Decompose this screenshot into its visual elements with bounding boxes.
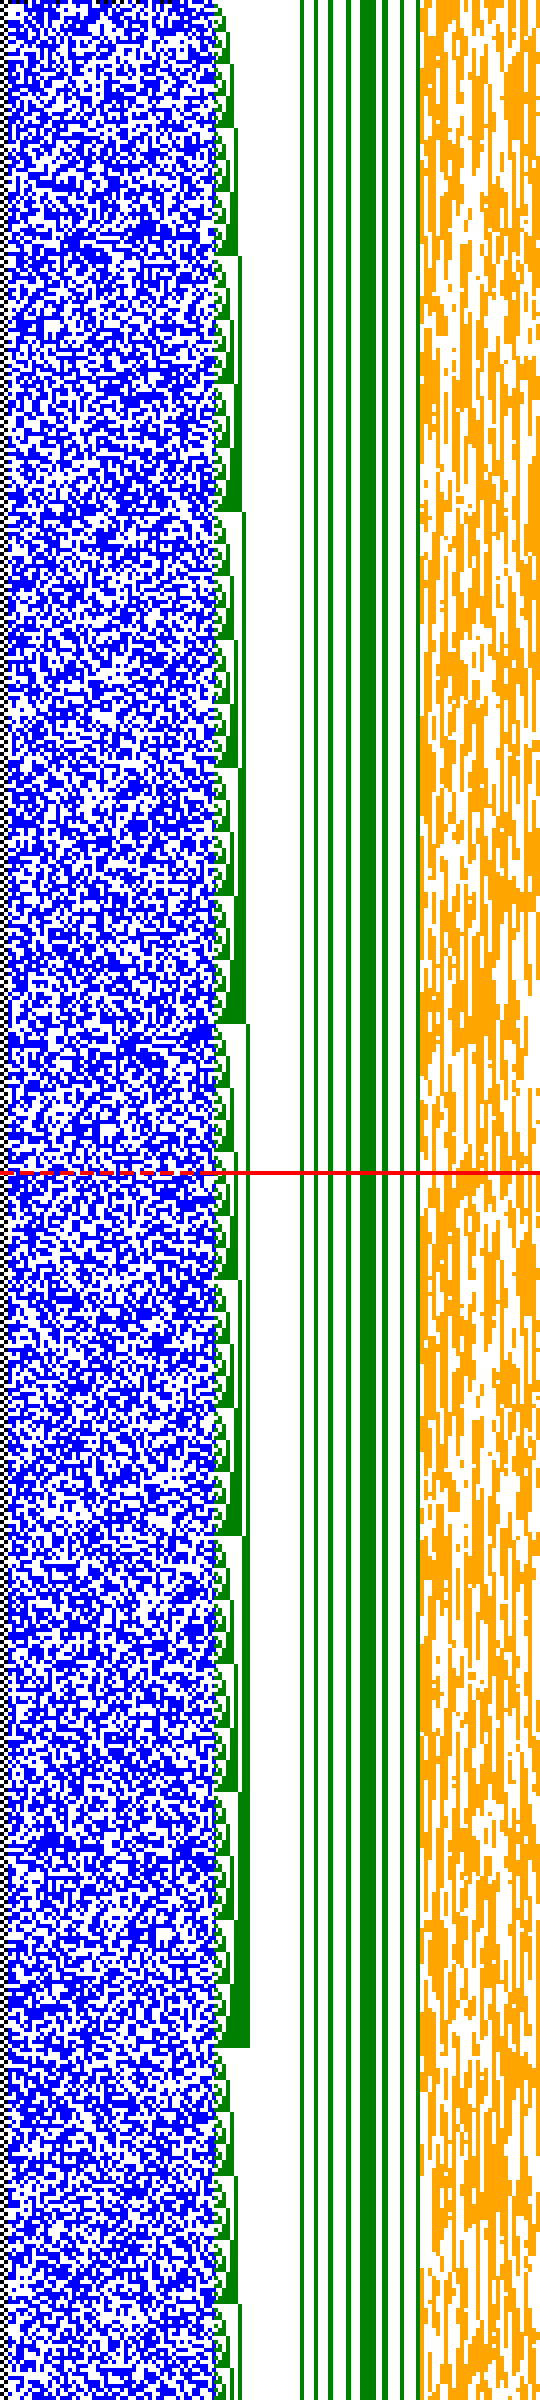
vertical-bars bbox=[300, 0, 420, 2400]
random-bit-grid bbox=[8, 0, 216, 2400]
vertical-bar-5 bbox=[360, 0, 376, 2400]
vertical-bar-1 bbox=[300, 0, 304, 2400]
bit-cells bbox=[8, 0, 216, 2400]
vertical-bar-7 bbox=[400, 0, 404, 2400]
noise-band bbox=[420, 0, 540, 2400]
vertical-bar-3 bbox=[328, 0, 333, 2400]
noise-cells bbox=[420, 0, 540, 2400]
vertical-bar-6 bbox=[382, 0, 388, 2400]
vertical-bar-8 bbox=[416, 0, 420, 2400]
binary-counter-staircase bbox=[214, 4, 250, 2400]
vertical-bar-2 bbox=[314, 0, 318, 2400]
vertical-bar-4 bbox=[346, 0, 351, 2400]
staircase-cells bbox=[214, 4, 250, 2400]
